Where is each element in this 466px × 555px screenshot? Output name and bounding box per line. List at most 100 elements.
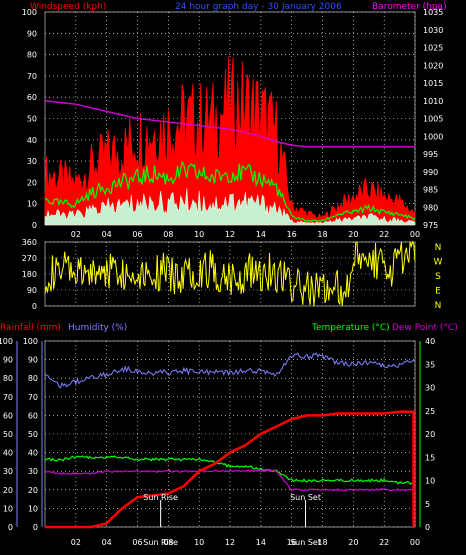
x-tick-label: 16 — [287, 538, 297, 547]
barometer-tick-label: 975 — [423, 221, 438, 230]
direction-tick-label: 90 — [27, 286, 37, 295]
humidity-title: Humidity (%) — [68, 323, 127, 333]
windspeed-tick-label: 10 — [27, 200, 37, 209]
x-tick-label: 06 — [132, 230, 142, 239]
humidity-series — [44, 352, 416, 389]
x-tick-label: 12 — [225, 230, 235, 239]
windspeed-tick-label: 30 — [27, 157, 37, 166]
sun-markers: Sun Rise Sun Set Sun Rise Sun Set — [143, 493, 321, 547]
windspeed-tick-label: 40 — [27, 136, 37, 145]
x-tick-label: 20 — [348, 230, 358, 239]
dewpoint-series — [44, 469, 416, 492]
barometer-tick-label: 990 — [423, 168, 438, 177]
humidity-tick-label: 30 — [28, 467, 38, 476]
rainfall-tick-label: 0 — [8, 523, 13, 532]
temperature-tick-label: 5 — [425, 500, 430, 509]
rainfall-tick-label: 50 — [3, 430, 13, 439]
compass-label: S — [435, 272, 441, 282]
x-tick-label: 14 — [256, 538, 266, 547]
sunrise-label: Sun Rise — [143, 493, 178, 502]
humidity-tick-label: 50 — [28, 430, 38, 439]
direction-series — [44, 240, 416, 307]
barometer-tick-label: 980 — [423, 203, 438, 212]
wind-gust-series — [44, 56, 416, 226]
x-tick-label: 08 — [163, 230, 173, 239]
windspeed-x-axis: 02 04 06 08 10 12 14 16 18 20 22 00 — [71, 230, 420, 239]
windspeed-tick-label: 50 — [27, 115, 37, 124]
weather-x-axis: 02 04 06 08 10 12 14 16 18 20 22 00 — [71, 538, 420, 547]
rainfall-tick-label: 60 — [3, 411, 13, 420]
direction-tick-label: 360 — [22, 238, 37, 247]
barometer-tick-label: 1015 — [423, 79, 443, 88]
humidity-tick-label: 80 — [28, 374, 38, 383]
humidity-tick-label: 90 — [28, 356, 38, 365]
rainfall-axis: 0 10 20 30 40 50 60 70 80 90 100 — [0, 337, 18, 532]
wind-average-series — [44, 160, 416, 223]
x-tick-label: 10 — [194, 538, 204, 547]
direction-tick-label: 180 — [22, 270, 37, 279]
weather-grid — [45, 340, 416, 528]
direction-tick-label: 270 — [22, 254, 37, 263]
barometer-tick-label: 1010 — [423, 97, 443, 106]
temperature-tick-label: 35 — [425, 360, 435, 369]
windspeed-panel: Windspeed (kph) 24 hour graph day - 30 J… — [22, 2, 447, 239]
rainfall-tick-label: 70 — [3, 393, 13, 402]
humidity-tick-label: 60 — [28, 411, 38, 420]
compass-label: E — [435, 287, 441, 297]
direction-series — [44, 240, 416, 307]
barometer-tick-label: 1025 — [423, 44, 443, 53]
windspeed-tick-label: 80 — [27, 51, 37, 60]
rainfall-tick-label: 80 — [3, 374, 13, 383]
barometer-tick-label: 1030 — [423, 26, 443, 35]
wind-low-series — [44, 188, 416, 226]
compass-label: N — [435, 301, 442, 311]
rainfall-tick-label: 40 — [3, 449, 13, 458]
barometer-axis: 975 980 985 990 995 1000 1005 1010 1015 1020 1025 1… — [423, 8, 443, 230]
windspeed-tick-label: 0 — [32, 221, 37, 230]
barometer-tick-label: 1000 — [423, 132, 443, 141]
temperature-tick-label: 25 — [425, 407, 435, 416]
windspeed-axis: 0 10 20 30 40 50 60 70 80 90 100 — [22, 8, 37, 230]
windspeed-tick-label: 100 — [22, 8, 37, 17]
barometer-tick-label: 1020 — [423, 61, 443, 70]
x-tick-label: 04 — [102, 538, 112, 547]
x-tick-label: 16 — [287, 230, 297, 239]
temperature-axis: 0 5 10 15 20 25 30 35 40 — [419, 337, 435, 532]
barometer-title: Barometer (hpa) — [372, 2, 447, 12]
x-tick-label: 00 — [410, 230, 420, 239]
x-tick-label: 18 — [317, 230, 327, 239]
chart-title: 24 hour graph day - 30 January 2006 — [175, 2, 342, 12]
x-tick-label: 22 — [379, 230, 389, 239]
windspeed-tick-label: 60 — [27, 93, 37, 102]
dewpoint-title: Dew Point (°C) — [392, 323, 458, 333]
x-tick-label: 10 — [194, 230, 204, 239]
rainfall-series — [45, 410, 415, 529]
windspeed-tick-label: 90 — [27, 29, 37, 38]
temperature-tick-label: 40 — [425, 337, 435, 346]
windspeed-title: Windspeed (kph) — [30, 2, 106, 12]
windspeed-tick-label: 70 — [27, 72, 37, 81]
x-tick-label: 18 — [317, 538, 327, 547]
windspeed-series — [44, 56, 416, 226]
humidity-tick-label: 20 — [28, 486, 38, 495]
humidity-tick-label: 40 — [28, 449, 38, 458]
barometer-tick-label: 1035 — [423, 8, 443, 17]
barometer-tick-label: 1005 — [423, 115, 443, 124]
rainfall-title: Rainfall (mm) — [0, 323, 61, 333]
x-tick-label: 00 — [410, 538, 420, 547]
humidity-tick-label: 10 — [28, 504, 38, 513]
direction-axis: 0 90 180 270 360 — [22, 238, 37, 311]
windspeed-tick-label: 20 — [27, 178, 37, 187]
x-tick-label: 02 — [71, 538, 81, 547]
humidity-axis: 0 10 20 30 40 50 60 70 80 90 100 — [23, 337, 43, 532]
temperature-tick-label: 15 — [425, 453, 435, 462]
barometer-tick-label: 985 — [423, 186, 438, 195]
temperature-title: Temperature (°C) — [311, 323, 390, 333]
rain-humidity-temp-panel: Rainfall (mm) Humidity (%) Temperature (… — [0, 323, 458, 547]
rainfall-tick-label: 20 — [3, 486, 13, 495]
temperature-tick-label: 30 — [425, 384, 435, 393]
sunrise-time: Sun Rise — [143, 538, 178, 547]
